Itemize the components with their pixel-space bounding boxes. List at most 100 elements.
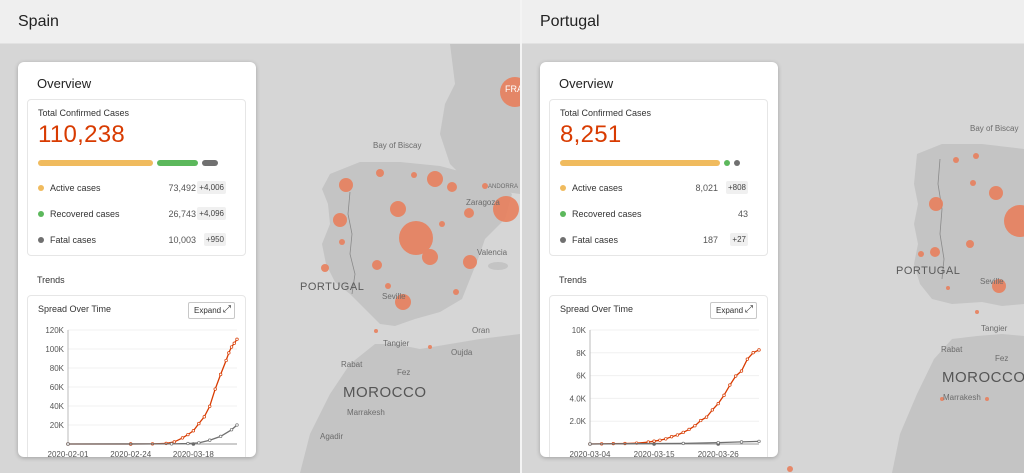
stat-value: 73,492 [168, 183, 196, 193]
panel-title: Spain [18, 13, 59, 30]
spread-over-time-box: Spread Over Time Expand ⤢ 2.0K 4.0K 6K 8K 10… [549, 295, 768, 457]
total-cases-label: Total Confirmed Cases [560, 108, 652, 118]
map-label-andorra: ANDORRA [488, 184, 519, 190]
spread-chart[interactable]: 2.0K 4.0K 6K 8K 10K 2020-03-04 2020-03-15 2020-… [550, 324, 769, 457]
stat-value: 8,021 [695, 183, 718, 193]
data-point [229, 345, 234, 349]
stat-value: 10,003 [168, 235, 196, 245]
x-tick-label: 2020-03-15 [634, 450, 675, 457]
y-tick-label: 10K [572, 326, 587, 335]
y-tick-label: 20K [50, 421, 65, 430]
map-label-oran: Oran [472, 326, 490, 335]
data-point [66, 442, 70, 446]
x-tick-label: 2020-03-18 [173, 450, 214, 457]
stat-row-recovered: Recovered cases 43 [560, 208, 758, 222]
x-tick-label: 2020-02-24 [110, 450, 151, 457]
data-point [722, 393, 726, 397]
data-point [218, 434, 223, 439]
fatal-progress-bar [734, 160, 740, 166]
stat-row-fatal: Fatal cases 10,003 +950 [38, 233, 236, 248]
data-point [710, 408, 715, 412]
data-point [191, 429, 196, 433]
overview-title: Overview [37, 76, 92, 91]
data-point [208, 404, 212, 408]
panel-title: Portugal [540, 13, 600, 30]
expand-button[interactable]: Expand ⤢ [710, 302, 757, 319]
data-point [197, 441, 201, 445]
y-tick-label: 80K [50, 364, 65, 373]
data-point [235, 337, 239, 341]
recovered-progress-bar [156, 160, 199, 166]
stat-delta-badge: +4,096 [197, 207, 226, 220]
data-point [232, 341, 236, 345]
spread-chart[interactable]: 20K 40K 60K 80K 100K 120K 2020-02-01 2020-02-24… [28, 324, 247, 457]
map-label-marrakesh: Marrakesh [943, 393, 981, 402]
stat-label: Fatal cases [50, 235, 97, 245]
data-point [734, 374, 738, 378]
y-tick-label: 6K [576, 372, 586, 381]
data-point [169, 442, 174, 446]
stat-delta-badge: +808 [725, 181, 748, 194]
stat-delta-badge: +27 [730, 233, 748, 246]
data-point [675, 433, 680, 437]
expand-label: Expand [194, 306, 222, 315]
map-label-morocco: MOROCCO [942, 369, 1024, 386]
fatal-progress-bar [202, 160, 218, 166]
x-tick-label: 2020-03-26 [698, 450, 739, 457]
map-label-oujda: Oujda [451, 348, 473, 357]
series-line [589, 349, 760, 445]
map-label-tangier: Tangier [981, 324, 1008, 333]
y-tick-label: 60K [50, 383, 65, 392]
stat-label: Active cases [50, 183, 101, 193]
data-point [739, 440, 744, 444]
data-point [751, 351, 755, 355]
data-point [739, 369, 744, 373]
trends-heading: Trends [37, 275, 65, 285]
map-label-portugal: PORTUGAL [896, 265, 961, 277]
y-tick-label: 120K [45, 326, 64, 335]
active-progress-bar [560, 160, 721, 166]
data-point [208, 438, 212, 442]
overview-card: Overview Total Confirmed Cases 110,238 A… [18, 62, 256, 457]
data-point [704, 415, 709, 419]
data-point [687, 427, 691, 432]
expand-label: Expand [716, 306, 744, 315]
active-dot-icon [560, 185, 566, 191]
data-point [693, 424, 697, 428]
data-point [757, 439, 761, 444]
stat-label: Recovered cases [572, 209, 642, 219]
stat-value: 187 [702, 235, 718, 245]
stat-delta-badge: +950 [203, 233, 226, 246]
recovered-dot-icon [560, 211, 566, 217]
data-point [202, 415, 206, 419]
data-point [197, 421, 201, 426]
panel-header: Portugal [522, 0, 1024, 44]
map-label-france: FRA [505, 84, 520, 94]
data-point [716, 440, 720, 445]
data-point [681, 441, 685, 446]
map-label-fez: Fez [995, 354, 1009, 363]
country-panel-spain: Spain [0, 0, 520, 473]
expand-arrows-icon: ⤢ [745, 304, 753, 315]
data-point [716, 401, 720, 406]
data-point [669, 435, 674, 439]
data-point [664, 437, 668, 441]
data-point [172, 440, 176, 444]
trends-heading: Trends [559, 275, 587, 285]
data-point [728, 383, 732, 387]
expand-button[interactable]: Expand ⤢ [188, 302, 235, 319]
data-point [180, 436, 185, 440]
data-point [588, 442, 592, 446]
spread-title: Spread Over Time [38, 304, 112, 314]
stat-delta-badge: +4,006 [197, 181, 226, 194]
data-point [186, 441, 190, 446]
data-point [227, 351, 231, 355]
map-label-marrakesh: Marrakesh [347, 408, 385, 417]
total-cases-label: Total Confirmed Cases [38, 108, 130, 118]
expand-arrows-icon: ⤢ [223, 304, 231, 315]
data-point [681, 430, 685, 435]
y-tick-label: 100K [45, 345, 64, 354]
spread-title: Spread Over Time [560, 304, 634, 314]
stat-row-active: Active cases 73,492 +4,006 [38, 181, 236, 196]
